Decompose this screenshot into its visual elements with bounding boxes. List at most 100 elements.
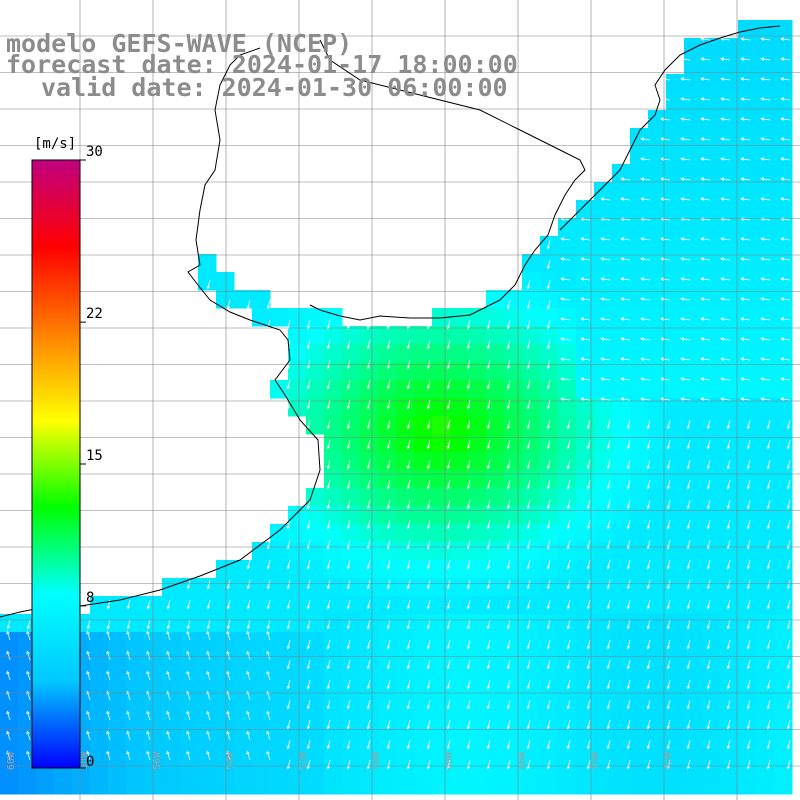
- wind-vector: [526, 439, 531, 450]
- field-cell: [216, 632, 235, 651]
- field-cell: [180, 722, 199, 741]
- wind-vector: [780, 377, 791, 381]
- wind-vector: [226, 750, 231, 761]
- field-cell: [738, 182, 757, 201]
- field-cell: [540, 362, 559, 381]
- wind-vector: [426, 759, 431, 770]
- wind-vector: [346, 559, 351, 570]
- wind-vector: [406, 639, 411, 650]
- wind-vector: [720, 397, 731, 401]
- wind-vector: [680, 277, 691, 281]
- field-cell: [378, 776, 397, 795]
- wind-vector: [740, 257, 751, 261]
- wind-vector: [680, 317, 691, 321]
- wind-vector: [706, 559, 711, 570]
- field-cell: [540, 542, 559, 561]
- field-cell: [540, 650, 559, 669]
- field-cell: [288, 704, 307, 723]
- field-cell: [540, 524, 559, 543]
- wind-vector: [326, 399, 331, 410]
- field-cell: [684, 506, 703, 525]
- field-cell: [648, 272, 667, 291]
- wind-vector: [346, 479, 351, 490]
- field-cell: [648, 650, 667, 669]
- wind-vector: [6, 730, 11, 741]
- longitude-label: 58W: [79, 751, 90, 770]
- field-cell: [720, 560, 739, 579]
- field-cell: [162, 686, 181, 705]
- wind-vector: [346, 379, 351, 390]
- field-cell: [468, 704, 487, 723]
- wind-vector: [640, 117, 651, 121]
- wind-vector: [626, 619, 631, 630]
- field-cell: [630, 704, 649, 723]
- wind-vector: [546, 419, 551, 430]
- field-cell: [738, 434, 757, 453]
- field-cell: [684, 398, 703, 417]
- field-cell: [756, 560, 775, 579]
- wind-vector: [660, 97, 671, 101]
- wind-vector: [580, 297, 591, 301]
- wind-vector: [660, 157, 671, 161]
- field-cell: [360, 704, 379, 723]
- field-cell: [324, 704, 343, 723]
- field-cell: [360, 362, 379, 381]
- wind-vector: [206, 650, 211, 661]
- field-cell: [738, 506, 757, 525]
- field-cell: [486, 380, 505, 399]
- field-cell: [720, 650, 739, 669]
- wind-vector: [446, 759, 451, 770]
- field-cell: [468, 506, 487, 525]
- field-cell: [756, 650, 775, 669]
- wind-vector: [766, 559, 771, 570]
- field-cell: [522, 542, 541, 561]
- wind-vector: [326, 639, 331, 650]
- wind-vector: [146, 750, 151, 761]
- wind-vector: [726, 699, 731, 710]
- field-cell: [684, 164, 703, 183]
- field-cell: [378, 362, 397, 381]
- wind-vector: [386, 519, 391, 530]
- field-cell: [648, 578, 667, 597]
- wind-vector: [446, 419, 451, 430]
- wind-vector: [386, 499, 391, 510]
- wind-vector: [766, 499, 771, 510]
- field-cell: [630, 542, 649, 561]
- wind-vector: [346, 659, 351, 670]
- wind-vector: [786, 699, 791, 710]
- wind-vector: [646, 559, 651, 570]
- field-cell: [720, 668, 739, 687]
- wind-vector: [506, 699, 511, 710]
- wind-vector: [740, 337, 751, 341]
- field-cell: [594, 560, 613, 579]
- wind-vector: [386, 399, 391, 410]
- field-cell: [738, 236, 757, 255]
- field-cell: [576, 704, 595, 723]
- field-cell: [576, 362, 595, 381]
- field-cell: [522, 344, 541, 363]
- wind-vector: [466, 459, 471, 470]
- wind-vector: [486, 739, 491, 750]
- field-cell: [198, 596, 217, 615]
- field-cell: [108, 614, 127, 633]
- field-cell: [252, 596, 271, 615]
- field-cell: [360, 776, 379, 795]
- field-cell: [234, 632, 253, 651]
- field-cell: [594, 668, 613, 687]
- wind-vector: [366, 719, 371, 730]
- wind-vector: [346, 599, 351, 610]
- wind-vector: [646, 659, 651, 670]
- field-cell: [684, 308, 703, 327]
- wind-vector: [586, 759, 591, 770]
- field-cell: [270, 632, 289, 651]
- field-cell: [648, 470, 667, 489]
- field-cell: [702, 470, 721, 489]
- field-cell: [36, 686, 55, 705]
- wind-vector: [6, 750, 11, 761]
- field-cell: [468, 380, 487, 399]
- wind-vector: [326, 599, 331, 610]
- field-cell: [630, 740, 649, 759]
- wind-vector: [766, 759, 771, 770]
- field-cell: [558, 650, 577, 669]
